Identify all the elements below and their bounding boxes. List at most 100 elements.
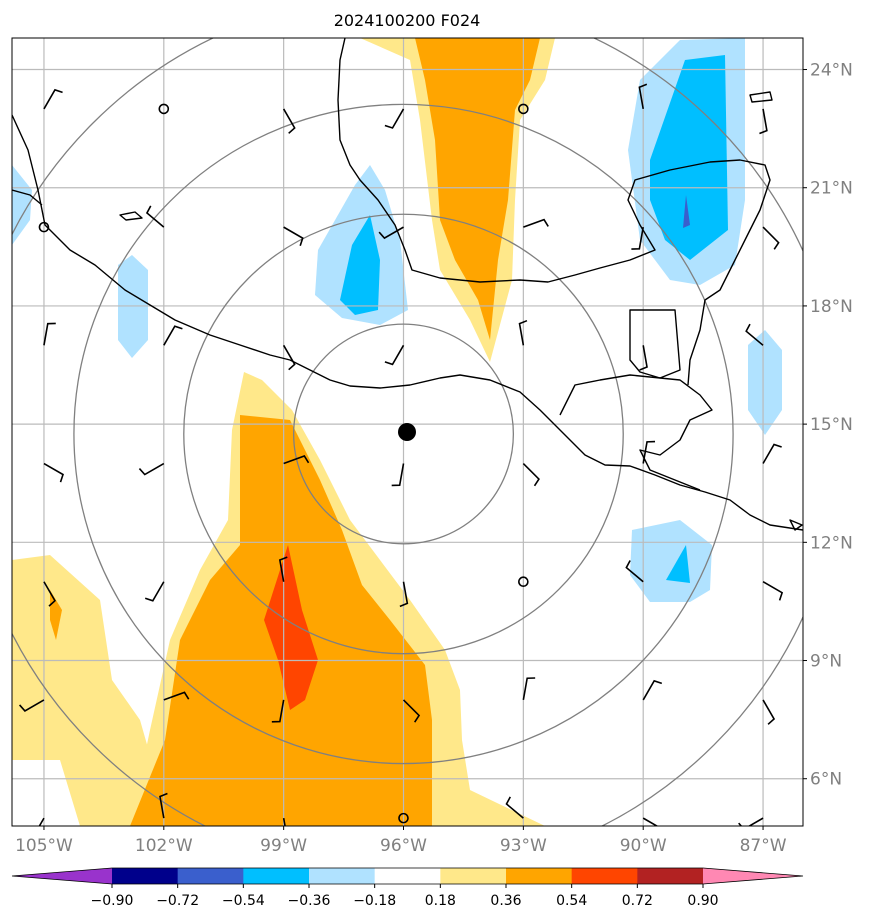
central-america-border xyxy=(559,374,713,491)
map-panel xyxy=(12,38,803,826)
colorbar-tick-label: −0.36 xyxy=(288,893,331,909)
island-coastline xyxy=(749,91,773,103)
contour-fill-neg-0.18 xyxy=(630,520,712,602)
longitude-ticks xyxy=(43,826,764,830)
contour-fills xyxy=(12,38,782,826)
wind-barb xyxy=(43,462,64,483)
wind-barb xyxy=(283,226,304,246)
colorbar-tick-label: 0.36 xyxy=(490,893,521,909)
wind-barb xyxy=(278,556,288,582)
wind-barb xyxy=(638,83,648,110)
colorbar-segment xyxy=(309,868,376,884)
wind-barb xyxy=(399,581,409,608)
calm-wind-marker xyxy=(518,103,529,115)
latitude-labels: 24°N 21°N 18°N 15°N 12°N 9°N 6°N xyxy=(810,61,853,790)
wind-barb xyxy=(762,581,784,601)
calm-wind-marker xyxy=(518,576,529,588)
colorbar-tick-label: −0.18 xyxy=(353,893,396,909)
range-ring xyxy=(73,103,734,765)
wind-barb xyxy=(283,455,310,465)
range-ring xyxy=(183,213,624,655)
colorbar-segment xyxy=(374,868,441,884)
longitude-label: 102°W xyxy=(135,836,193,856)
wind-barbs xyxy=(18,83,784,826)
wind-barb xyxy=(642,817,659,826)
colorbar-tick-label: 0.54 xyxy=(556,893,587,909)
latitude-ticks xyxy=(803,69,807,780)
range-rings xyxy=(12,38,803,826)
latitude-label: 18°N xyxy=(810,297,853,317)
colorbar-tick-label: −0.72 xyxy=(156,893,199,909)
wind-barb xyxy=(163,325,183,346)
wind-barb xyxy=(38,817,45,826)
gulf-coastline xyxy=(337,38,771,386)
colorbar-tick-label: −0.90 xyxy=(91,893,134,909)
contour-fill-neg-0.36 xyxy=(666,545,690,583)
colorbar-segment xyxy=(112,868,179,884)
wind-barb xyxy=(523,218,549,228)
wind-barb xyxy=(522,462,540,487)
wind-barb xyxy=(391,463,405,487)
colorbar-tick-label: −0.54 xyxy=(222,893,265,909)
wind-barb xyxy=(759,108,768,135)
colorbar-segment xyxy=(571,868,638,884)
wind-barb xyxy=(43,322,56,346)
latitude-label: 9°N xyxy=(810,652,842,672)
wind-barb xyxy=(625,560,644,583)
contour-fill-neg-0.18 xyxy=(748,330,782,435)
wind-barb xyxy=(639,345,648,371)
longitude-label: 96°W xyxy=(380,836,427,856)
wind-barb xyxy=(43,88,63,110)
longitude-label: 93°W xyxy=(500,836,547,856)
wind-barb xyxy=(642,679,663,701)
range-ring xyxy=(292,323,515,545)
latitude-label: 21°N xyxy=(810,179,853,199)
wind-barb xyxy=(522,677,536,701)
figure-title: 2024100200 F024 xyxy=(334,11,481,30)
wind-barb xyxy=(159,792,168,819)
wind-barb xyxy=(402,699,421,723)
latitude-label: 6°N xyxy=(810,770,842,790)
wind-barb xyxy=(144,581,165,602)
wind-barb xyxy=(378,226,404,240)
wind-barb xyxy=(384,108,405,129)
contour-fill-0.18 xyxy=(12,555,160,826)
colorbar-segment xyxy=(177,868,244,884)
latitude-label: 12°N xyxy=(810,533,853,553)
calm-wind-marker xyxy=(398,812,409,824)
colorbar-tick-label: 0.18 xyxy=(425,893,456,909)
contour-fill-0.54 xyxy=(264,545,318,710)
latitude-label: 15°N xyxy=(810,415,853,435)
wind-barb xyxy=(282,108,296,134)
wind-barb xyxy=(138,462,165,476)
baja-coastline xyxy=(12,189,43,206)
longitude-label: 87°W xyxy=(740,836,787,856)
wind-barb xyxy=(282,344,296,371)
colorbar-tick-label: 0.72 xyxy=(622,893,653,909)
wind-barb xyxy=(163,691,190,701)
wind-barb xyxy=(271,699,285,723)
colorbar-extend-low xyxy=(12,868,112,884)
longitude-label: 99°W xyxy=(260,836,307,856)
wind-barb xyxy=(282,817,286,826)
island-coastline xyxy=(789,519,803,531)
wind-barb xyxy=(518,319,528,346)
colorbar-segment xyxy=(506,868,573,884)
wind-barb xyxy=(642,440,656,464)
pacific-coastline xyxy=(12,114,803,531)
longitude-label: 90°W xyxy=(620,836,667,856)
wind-barb xyxy=(145,205,165,228)
wind-barb xyxy=(43,581,56,607)
latitude-label: 24°N xyxy=(810,61,853,81)
island-coastline xyxy=(119,211,143,221)
map-frame xyxy=(11,37,804,827)
wind-barb xyxy=(505,796,524,819)
colorbar-segment xyxy=(440,868,507,884)
wind-barb xyxy=(384,344,405,366)
contour-fill-0.36 xyxy=(415,38,540,340)
wind-barb xyxy=(18,699,45,712)
wind-barb xyxy=(738,817,764,826)
contour-fill-neg-0.36 xyxy=(650,55,728,260)
coastlines xyxy=(12,38,803,531)
